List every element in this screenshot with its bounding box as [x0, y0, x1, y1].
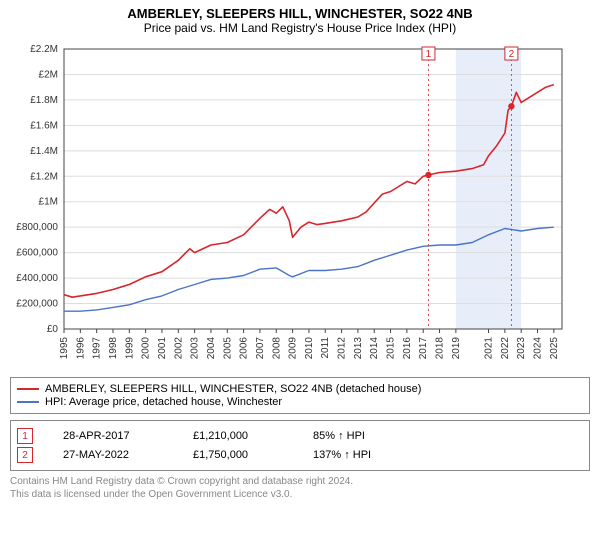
sale-delta: 85% ↑ HPI	[313, 430, 365, 442]
svg-text:2002: 2002	[173, 337, 184, 360]
svg-text:1: 1	[426, 49, 432, 60]
svg-text:£1.8M: £1.8M	[30, 95, 58, 106]
sale-price: £1,210,000	[193, 430, 283, 442]
legend-item: AMBERLEY, SLEEPERS HILL, WINCHESTER, SO2…	[17, 383, 583, 395]
svg-text:2024: 2024	[533, 337, 544, 360]
legend-item: HPI: Average price, detached house, Winc…	[17, 396, 583, 408]
footer-line-1: Contains HM Land Registry data © Crown c…	[10, 475, 590, 488]
svg-text:2022: 2022	[500, 337, 511, 360]
sale-row: 2 27-MAY-2022 £1,750,000 137% ↑ HPI	[17, 447, 583, 463]
sale-delta: 137% ↑ HPI	[313, 449, 371, 461]
svg-text:2003: 2003	[190, 337, 201, 360]
sale-date: 27-MAY-2022	[63, 449, 163, 461]
sale-marker: 1	[17, 428, 33, 444]
svg-text:1998: 1998	[108, 337, 119, 360]
svg-text:1999: 1999	[124, 337, 135, 360]
sale-price: £1,750,000	[193, 449, 283, 461]
svg-text:2023: 2023	[516, 337, 527, 360]
legend-swatch	[17, 401, 39, 403]
svg-text:2: 2	[509, 49, 515, 60]
chart-title: AMBERLEY, SLEEPERS HILL, WINCHESTER, SO2…	[10, 6, 590, 21]
svg-text:£400,000: £400,000	[16, 273, 58, 284]
svg-text:£0: £0	[47, 324, 59, 335]
svg-text:2016: 2016	[402, 337, 413, 360]
svg-text:2013: 2013	[353, 337, 364, 360]
svg-text:2019: 2019	[451, 337, 462, 360]
footer-line-2: This data is licensed under the Open Gov…	[10, 488, 590, 501]
sales-table: 1 28-APR-2017 £1,210,000 85% ↑ HPI 2 27-MAY-2…	[10, 420, 590, 471]
svg-text:2008: 2008	[271, 337, 282, 360]
svg-text:2007: 2007	[255, 337, 266, 360]
svg-text:2014: 2014	[369, 337, 380, 360]
svg-text:£1M: £1M	[39, 197, 58, 208]
svg-text:1997: 1997	[92, 337, 103, 360]
svg-text:£1.4M: £1.4M	[30, 146, 58, 157]
svg-text:£2.2M: £2.2M	[30, 44, 58, 55]
svg-text:2021: 2021	[484, 337, 495, 360]
svg-text:2006: 2006	[239, 337, 250, 360]
svg-text:2017: 2017	[418, 337, 429, 360]
svg-text:1996: 1996	[75, 337, 86, 360]
svg-text:£600,000: £600,000	[16, 248, 58, 259]
svg-text:2010: 2010	[304, 337, 315, 360]
chart-area: £0 £200,000 £400,000 £600,000 £800,000 £1M £1.…	[10, 41, 590, 371]
svg-text:2000: 2000	[141, 337, 152, 360]
legend-label: AMBERLEY, SLEEPERS HILL, WINCHESTER, SO2…	[45, 383, 421, 395]
footer-attribution: Contains HM Land Registry data © Crown c…	[10, 475, 590, 501]
svg-text:2015: 2015	[386, 337, 397, 360]
line-chart: £0 £200,000 £400,000 £600,000 £800,000 £1M £1.…	[10, 41, 570, 371]
svg-text:£2M: £2M	[39, 69, 58, 80]
legend-label: HPI: Average price, detached house, Winc…	[45, 396, 282, 408]
svg-text:2018: 2018	[435, 337, 446, 360]
svg-text:2012: 2012	[337, 337, 348, 360]
svg-text:£800,000: £800,000	[16, 222, 58, 233]
svg-text:1995: 1995	[59, 337, 70, 360]
svg-text:2004: 2004	[206, 337, 217, 360]
legend: AMBERLEY, SLEEPERS HILL, WINCHESTER, SO2…	[10, 377, 590, 414]
svg-text:£1.6M: £1.6M	[30, 120, 58, 131]
chart-subtitle: Price paid vs. HM Land Registry's House …	[10, 21, 590, 35]
svg-text:2025: 2025	[549, 337, 560, 360]
svg-text:2011: 2011	[320, 337, 331, 359]
sale-row: 1 28-APR-2017 £1,210,000 85% ↑ HPI	[17, 428, 583, 444]
svg-text:£200,000: £200,000	[16, 299, 58, 310]
svg-text:2009: 2009	[288, 337, 299, 360]
sale-date: 28-APR-2017	[63, 430, 163, 442]
svg-text:2005: 2005	[222, 337, 233, 360]
svg-text:£1.2M: £1.2M	[30, 171, 58, 182]
legend-swatch	[17, 388, 39, 390]
sale-marker: 2	[17, 447, 33, 463]
svg-text:2001: 2001	[157, 337, 168, 360]
